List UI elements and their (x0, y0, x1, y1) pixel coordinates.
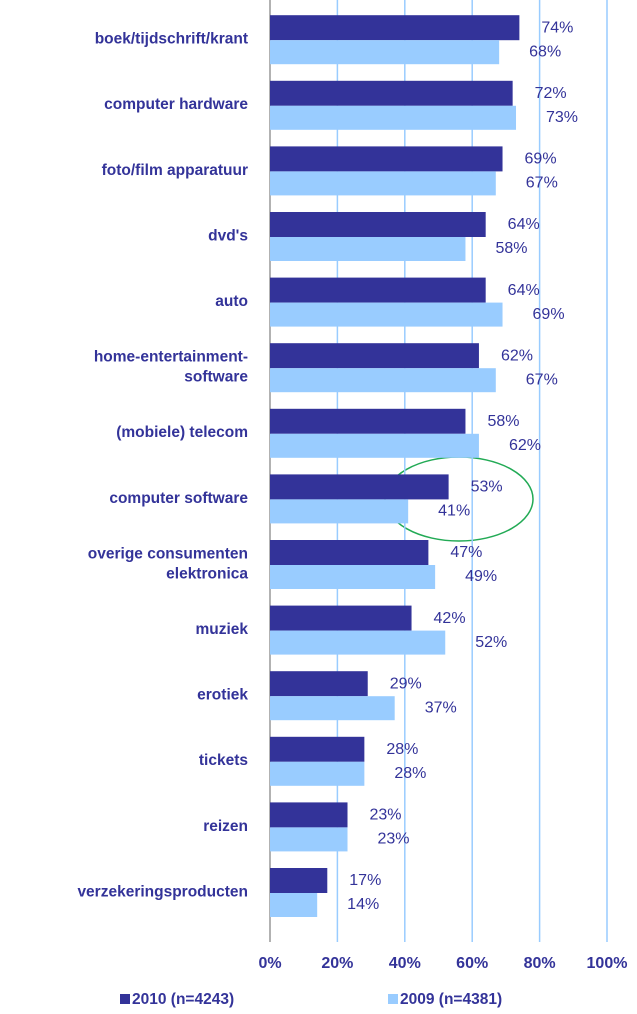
value-label: 49% (465, 568, 497, 585)
bar (270, 802, 348, 828)
bar (270, 827, 348, 852)
value-label: 64% (508, 216, 540, 233)
value-label: 62% (509, 437, 541, 454)
value-label: 28% (394, 765, 426, 782)
value-label: 29% (390, 675, 422, 692)
value-label: 67% (526, 175, 558, 192)
bar (270, 474, 449, 500)
bar (270, 277, 486, 303)
bar (270, 302, 503, 327)
bar (270, 408, 466, 434)
bar (270, 212, 486, 237)
category-label: muziek (195, 621, 248, 638)
value-label: 58% (487, 413, 519, 430)
bar (270, 565, 436, 589)
value-label: 67% (526, 371, 558, 388)
x-tick-label: 80% (524, 955, 556, 972)
bar (270, 171, 496, 196)
category-label: dvd's (208, 227, 248, 244)
category-label: auto (215, 293, 248, 310)
category-label: boek/tijdschrift/krant (95, 31, 248, 48)
value-label: 62% (501, 347, 533, 364)
x-tick-label: 0% (258, 955, 281, 972)
bar (270, 105, 517, 130)
value-label: 28% (386, 741, 418, 758)
legend-swatch (388, 994, 398, 1004)
bar (270, 893, 318, 917)
value-label: 52% (475, 634, 507, 651)
bar (270, 630, 446, 655)
legend-label: 2009 (n=4381) (400, 991, 502, 1008)
bar (270, 868, 328, 893)
bar (270, 499, 409, 524)
value-label: 69% (525, 151, 557, 168)
bar (270, 15, 520, 41)
category-label: computer hardware (104, 96, 248, 113)
category-label: erotiek (197, 687, 248, 704)
value-label: 53% (471, 479, 503, 496)
category-label: computer software (109, 490, 248, 507)
bar (270, 80, 513, 106)
value-label: 73% (546, 109, 578, 126)
value-label: 42% (434, 610, 466, 627)
bar (270, 761, 365, 786)
category-label: software (184, 369, 248, 386)
bar (270, 671, 368, 697)
bar (270, 736, 365, 762)
x-tick-label: 20% (321, 955, 353, 972)
value-label: 37% (425, 699, 457, 716)
bar (270, 146, 503, 172)
bar (270, 368, 496, 393)
value-label: 41% (438, 503, 470, 520)
x-tick-label: 60% (456, 955, 488, 972)
value-label: 68% (529, 43, 561, 60)
category-label: tickets (199, 752, 248, 769)
legend-swatch (120, 994, 130, 1004)
value-label: 17% (349, 872, 381, 889)
value-label: 23% (370, 807, 402, 824)
value-label: 64% (508, 282, 540, 299)
legend-label: 2010 (n=4243) (132, 991, 234, 1008)
bar (270, 40, 500, 65)
category-label: foto/film apparatuur (102, 162, 248, 179)
value-label: 23% (378, 831, 410, 848)
category-label: elektronica (166, 565, 248, 582)
value-label: 69% (533, 306, 565, 323)
bar (270, 237, 466, 261)
category-label: reizen (203, 818, 248, 835)
x-tick-label: 100% (587, 955, 628, 972)
bar (270, 696, 395, 721)
value-label: 47% (450, 544, 482, 561)
value-label: 72% (535, 85, 567, 102)
category-label: (mobiele) telecom (116, 424, 248, 441)
bar (270, 343, 479, 369)
bar (270, 433, 479, 458)
bar (270, 605, 412, 631)
category-label: verzekeringsproducten (77, 883, 248, 900)
value-label: 58% (495, 240, 527, 257)
value-label: 74% (541, 19, 573, 36)
value-label: 14% (347, 896, 379, 913)
x-tick-label: 40% (389, 955, 421, 972)
category-label: home-entertainment- (94, 349, 248, 366)
category-label: overige consumenten (88, 545, 248, 562)
bar (270, 540, 429, 565)
